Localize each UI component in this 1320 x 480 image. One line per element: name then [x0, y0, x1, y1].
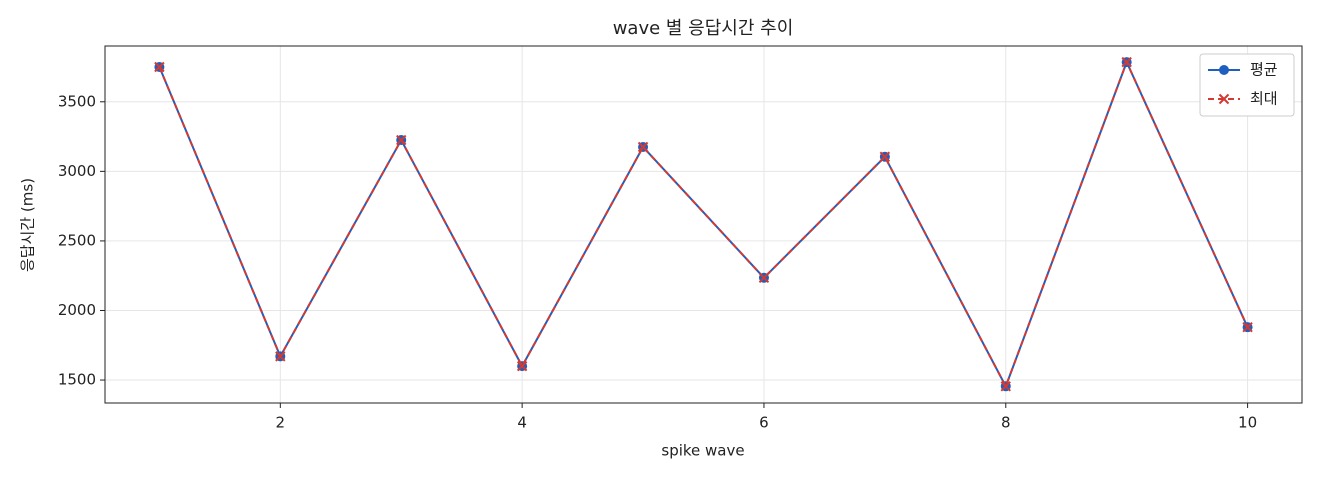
- y-axis-label: 응답시간 (ms): [19, 178, 37, 272]
- point: [154, 61, 165, 73]
- chart-title: wave 별 응답시간 추이: [613, 18, 794, 39]
- legend-label: 평균: [1250, 61, 1278, 79]
- x-axis-label: spike wave: [661, 442, 744, 460]
- point: [758, 272, 770, 283]
- x-tick-label: 2: [276, 414, 286, 432]
- y-tick-label: 2000: [58, 301, 96, 319]
- legend-box: [1199, 53, 1295, 117]
- point: [396, 134, 407, 146]
- y-tick-label: 3000: [58, 162, 96, 180]
- point: [1242, 321, 1253, 333]
- x-tick-label: 4: [517, 414, 527, 432]
- y-tick-label: 1500: [58, 371, 96, 389]
- point: [275, 351, 286, 362]
- y-tick-label: 3500: [58, 92, 96, 110]
- point: [516, 360, 528, 372]
- legend-label: 최대: [1250, 90, 1278, 108]
- point: [1000, 381, 1011, 392]
- point: [637, 141, 649, 153]
- y-tick-label: 2500: [58, 231, 96, 249]
- series-line: [158, 59, 1249, 389]
- x-tick-label: 8: [1001, 414, 1011, 432]
- legend-marker: [1218, 93, 1230, 105]
- x-tick-label: 10: [1238, 414, 1257, 432]
- series-line: [158, 59, 1249, 389]
- x-tick-label: 6: [759, 414, 769, 432]
- point: [879, 151, 891, 162]
- legend-marker: [1219, 65, 1229, 75]
- point: [1121, 56, 1132, 68]
- plot-frame: [104, 45, 1303, 404]
